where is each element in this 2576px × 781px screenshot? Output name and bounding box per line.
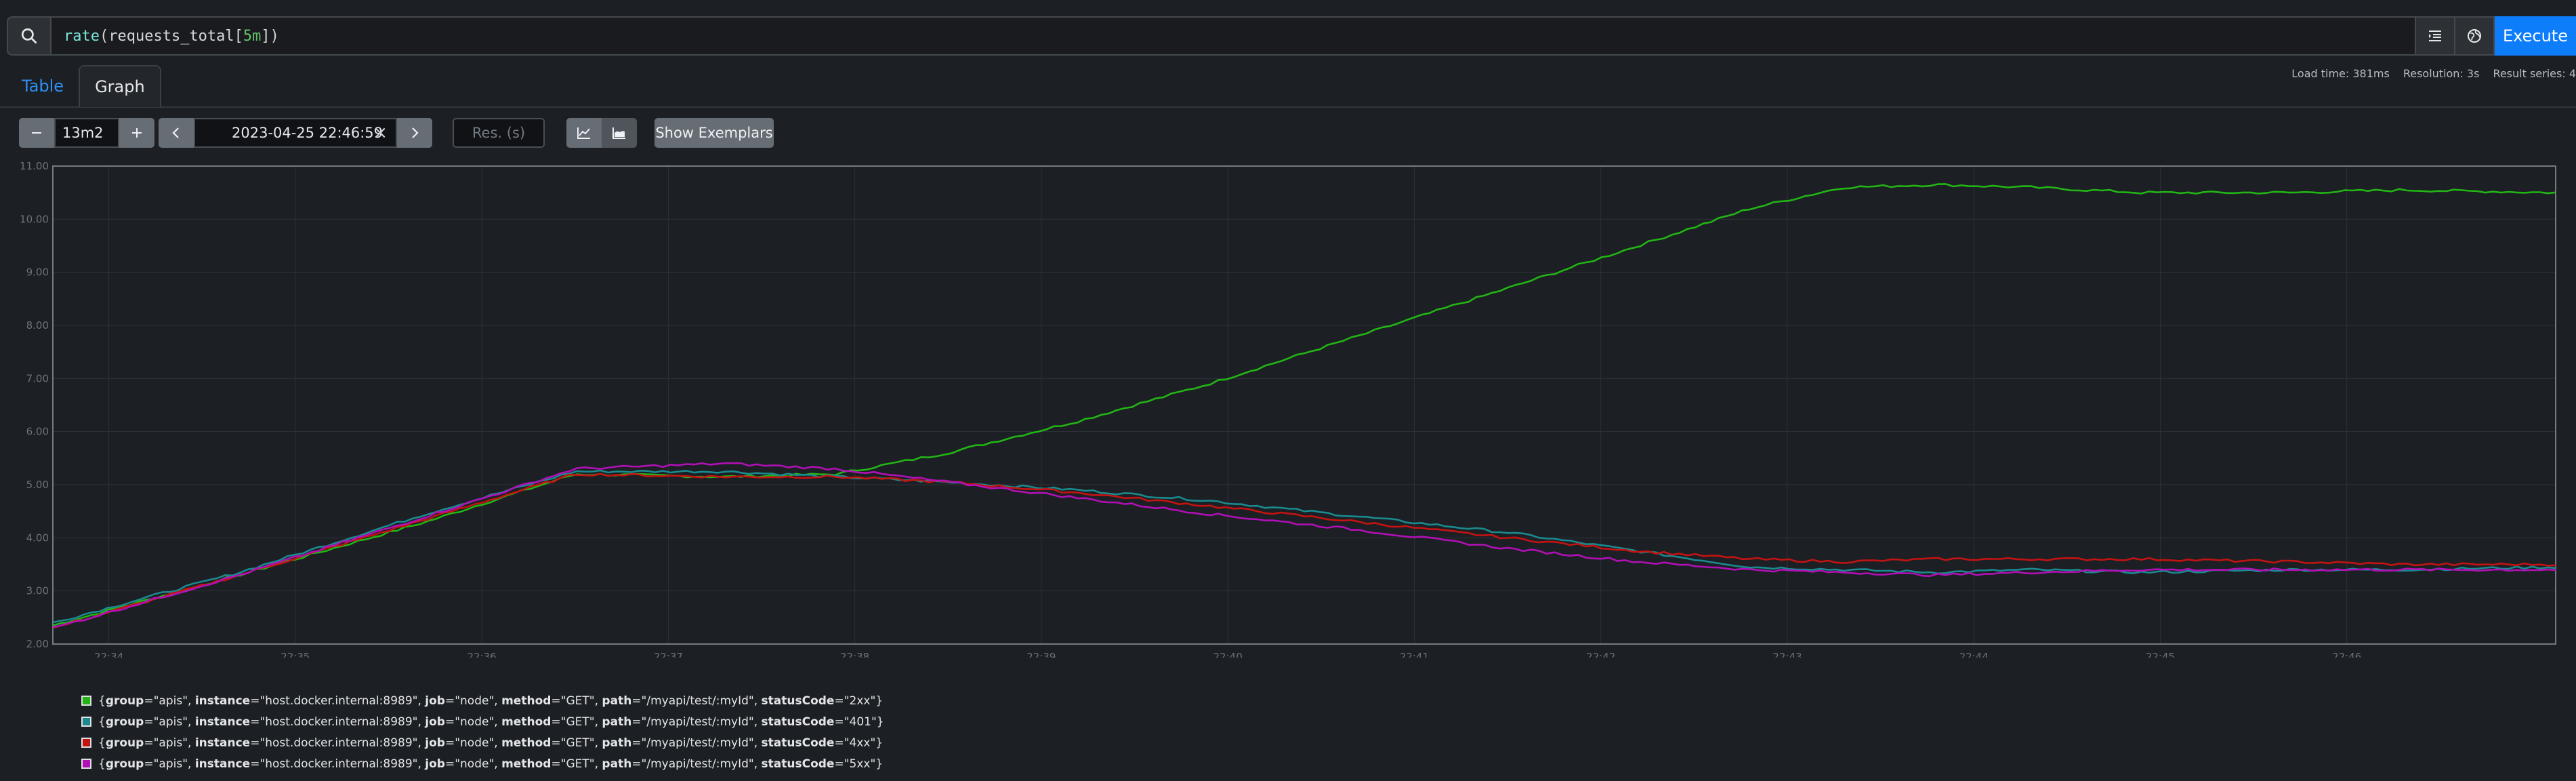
format-query-button[interactable]: [2416, 16, 2455, 56]
result-series: Result series: 4: [2493, 67, 2576, 80]
y-tick-label: 5.00: [26, 479, 49, 491]
y-tick-label: 8.00: [26, 319, 49, 332]
decrease-range-button[interactable]: [19, 118, 54, 148]
y-tick-label: 10.00: [20, 213, 49, 225]
execute-button[interactable]: Execute: [2495, 16, 2576, 56]
query-metric: requests_total: [108, 27, 234, 45]
legend-item[interactable]: {group="apis", instance="host.docker.int…: [81, 732, 884, 753]
y-tick-label: 9.00: [26, 266, 49, 279]
series-line-3[interactable]: [52, 473, 2556, 629]
query-stats: Load time: 381ms Resolution: 3s Result s…: [2291, 67, 2576, 80]
range-input[interactable]: 13m2: [54, 118, 119, 148]
resolution: Resolution: 3s: [2403, 67, 2480, 80]
y-tick-label: 6.00: [26, 426, 49, 438]
increase-range-button[interactable]: [119, 118, 154, 148]
tabs-divider: [0, 106, 2576, 108]
query-range: 5m: [243, 27, 262, 45]
end-time-input[interactable]: 2023-04-25 22:46:59 ×: [194, 118, 397, 148]
plus-icon: [132, 128, 142, 138]
series-line-4[interactable]: [52, 462, 2556, 628]
legend-item[interactable]: {group="apis", instance="host.docker.int…: [81, 690, 884, 711]
resolution-input[interactable]: Res. (s): [453, 118, 545, 148]
y-tick-label: 11.00: [20, 160, 49, 172]
y-tick-label: 2.00: [26, 638, 49, 650]
x-tick-label: 22:39: [1026, 651, 1056, 658]
query-function: rate: [64, 27, 100, 45]
search-icon: [7, 16, 50, 56]
legend-swatch: [81, 759, 91, 769]
y-tick-label: 3.00: [26, 585, 49, 597]
y-tick-label: 4.00: [26, 532, 49, 544]
line-chart-button[interactable]: [566, 118, 602, 148]
chevron-left-icon: [172, 127, 179, 138]
y-tick-label: 7.00: [26, 372, 49, 384]
x-tick-label: 22:36: [467, 651, 496, 658]
line-chart-icon: [577, 127, 590, 139]
query-bar: rate(requests_total[5m]) Execute: [7, 16, 2576, 56]
close-icon[interactable]: ×: [373, 123, 388, 143]
x-tick-label: 22:43: [1772, 651, 1802, 658]
x-tick-label: 22:38: [840, 651, 869, 658]
legend-item[interactable]: {group="apis", instance="host.docker.int…: [81, 753, 884, 774]
graph-panel: 2.00 3.00 4.00 5.00 6.00 7.00 8.00 9.00 10.00 11.…: [0, 156, 2576, 658]
x-tick-label: 22:45: [2146, 651, 2175, 658]
legend-swatch: [81, 738, 91, 748]
view-tabs: Table Graph: [7, 65, 161, 107]
x-tick-label: 22:37: [654, 651, 683, 658]
show-exemplars-button[interactable]: Show Exemplars: [655, 118, 774, 148]
end-time-value: 2023-04-25 22:46:59: [232, 125, 383, 141]
previous-time-button[interactable]: [159, 118, 194, 148]
legend-label: {group="apis", instance="host.docker.int…: [98, 694, 884, 708]
x-tick-label: 22:41: [1400, 651, 1429, 658]
tab-table[interactable]: Table: [22, 77, 64, 96]
metrics-explorer-button[interactable]: [2455, 16, 2495, 56]
legend-label: {group="apis", instance="host.docker.int…: [98, 736, 884, 750]
stacked-chart-icon: [612, 127, 625, 139]
time-series-chart: 2.00 3.00 4.00 5.00 6.00 7.00 8.00 9.00 10.00 11.…: [20, 160, 2556, 658]
x-tick-label: 22:44: [1959, 651, 1989, 658]
plot-area[interactable]: [52, 165, 2556, 645]
tab-graph[interactable]: Graph: [79, 65, 161, 107]
load-time: Load time: 381ms: [2291, 67, 2390, 80]
format-query-icon: [2429, 31, 2441, 41]
x-tick-label: 22:46: [2332, 651, 2361, 658]
chevron-right-icon: [412, 127, 419, 138]
legend-label: {group="apis", instance="host.docker.int…: [98, 715, 884, 729]
legend-swatch: [81, 717, 91, 727]
series-legend: {group="apis", instance="host.docker.int…: [81, 690, 884, 774]
x-tick-label: 22:42: [1586, 651, 1615, 658]
x-tick-label: 22:34: [94, 651, 123, 658]
legend-swatch: [81, 696, 91, 706]
series-line-2[interactable]: [52, 469, 2556, 624]
x-tick-label: 22:40: [1213, 651, 1243, 658]
next-time-button[interactable]: [397, 118, 432, 148]
metrics-explorer-icon: [2468, 29, 2481, 43]
x-tick-label: 22:35: [281, 651, 310, 658]
stacked-chart-button[interactable]: [602, 118, 637, 148]
minus-icon: [32, 132, 41, 134]
legend-item[interactable]: {group="apis", instance="host.docker.int…: [81, 711, 884, 732]
series-line-1[interactable]: [52, 183, 2556, 626]
query-expression-input[interactable]: rate(requests_total[5m]): [50, 16, 2416, 56]
legend-label: {group="apis", instance="host.docker.int…: [98, 757, 884, 771]
